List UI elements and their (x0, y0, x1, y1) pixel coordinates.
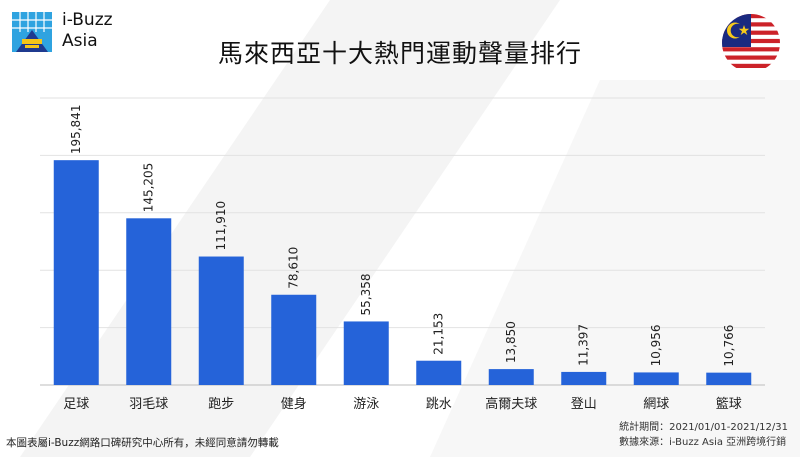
bar (198, 256, 244, 385)
brand-line2: Asia (62, 31, 98, 51)
data-label: 11,397 (577, 324, 591, 366)
category-label: 網球 (643, 397, 669, 412)
category-label: 籃球 (716, 397, 742, 412)
data-label: 145,205 (142, 163, 156, 213)
category-label: 跑步 (208, 397, 234, 412)
bar (126, 218, 172, 385)
source-note: 統計期間：2021/01/01-2021/12/31 數據來源：i-Buzz A… (619, 420, 788, 450)
statistics-period: 統計期間：2021/01/01-2021/12/31 (619, 422, 788, 433)
copyright-note: 本圖表屬i-Buzz網路口碑研究中心所有，未經同意請勿轉載 (6, 437, 279, 449)
category-labels: 足球 羽毛球 跑步 健身 游泳 跳水 高爾夫球 登山 網球 籃球 (63, 396, 742, 412)
data-label: 21,153 (432, 313, 446, 355)
category-label: 高爾夫球 (485, 396, 537, 412)
category-label: 跳水 (426, 397, 452, 412)
category-label: 足球 (63, 397, 89, 412)
data-label: 10,956 (649, 324, 663, 366)
data-label: 78,610 (287, 247, 301, 289)
bars (53, 160, 752, 385)
malaysia-flag-icon (722, 14, 780, 72)
category-label: 登山 (571, 397, 597, 412)
category-label: 游泳 (353, 397, 379, 412)
i-buzz-logo-icon (12, 12, 52, 52)
bar (633, 372, 679, 385)
bar (271, 294, 317, 385)
category-label: 羽毛球 (129, 397, 168, 412)
data-label: 111,910 (214, 201, 228, 251)
bar (561, 371, 607, 385)
chart-title: 馬來西亞十大熱門運動聲量排行 (217, 39, 582, 68)
data-label: 13,850 (504, 321, 518, 363)
data-source: 數據來源：i-Buzz Asia 亞洲跨境行銷 (619, 437, 787, 448)
data-label: 10,766 (722, 325, 736, 367)
data-labels: 195,841 145,205 111,910 78,610 55,358 21,153 1… (69, 105, 736, 367)
bar (706, 372, 752, 385)
bar (53, 160, 99, 385)
bar (416, 360, 462, 385)
bar (343, 321, 389, 385)
data-label: 195,841 (69, 105, 83, 155)
category-label: 健身 (281, 396, 307, 412)
bar (488, 369, 534, 385)
data-label: 55,358 (359, 273, 373, 315)
brand-line1: i-Buzz (62, 10, 113, 30)
brand-name: i-Buzz Asia (62, 10, 113, 52)
